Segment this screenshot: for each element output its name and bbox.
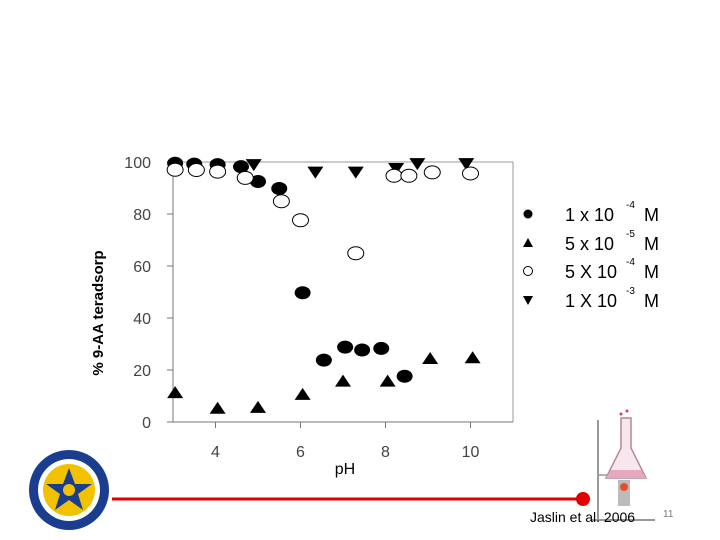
data-point [396,369,413,383]
data-point [347,246,365,261]
data-point [294,286,311,300]
legend-exponent: -3 [626,286,635,297]
data-point [373,341,390,355]
legend-entry-3: 5 X 10 -4 M [523,257,659,282]
legend-entry-2: 5 x 10 -5 M [523,229,659,254]
data-point [271,182,288,196]
legend-unit: M [644,291,659,311]
data-point [315,353,332,367]
legend-base: 1 X 10 [565,291,617,311]
legend-marker [523,296,533,305]
data-point [385,168,403,183]
data-point [166,162,184,177]
data-point [187,163,205,178]
data-point [337,340,354,354]
legend-entry-1: 1 x 10 -4 M [523,200,659,225]
series-3 [166,162,479,261]
x-tick-label: 8 [381,444,390,461]
data-point [292,213,309,228]
legend-exponent: -4 [626,200,635,211]
y-tick-label: 20 [133,363,151,380]
data-point [272,194,290,209]
data-point [250,400,266,413]
legend-entry-4: 1 X 10 -3 M [523,286,659,311]
data-point [347,166,364,179]
data-point [209,164,227,179]
series-4 [245,158,475,179]
legend: 1 x 10 -4 M 5 x 10 -5 M 5 X 10 -4 M 1 X 10 -3 M [523,200,659,311]
x-axis-label: pH [335,461,355,478]
data-point [354,343,371,357]
data-point [250,175,266,188]
legend-marker [523,209,533,219]
series-2 [167,351,481,414]
lab-flask-illustration [592,409,655,521]
y-tick-label: 0 [142,415,151,432]
data-point [167,386,184,399]
series-1 [167,156,413,383]
legend-unit: M [644,234,659,254]
x-tick-label: 10 [462,444,480,461]
data-point [458,158,475,171]
data-point [335,374,351,387]
data-point [209,401,226,414]
data-point [294,387,311,400]
y-axis-label: % 9-AA teradsorp [90,250,107,375]
data-point [236,170,254,185]
x-tick-label: 4 [211,444,220,461]
data-point [400,168,418,183]
data-point [422,352,439,365]
legend-unit: M [644,262,659,282]
legend-base: 5 X 10 [565,262,617,282]
data-point [409,158,426,171]
data-point [245,159,262,172]
y-tick-label: 80 [133,207,151,224]
page-number: 11 [663,509,674,520]
data-point [464,351,481,364]
legend-marker [523,238,533,247]
x-tick-label: 6 [296,444,305,461]
x-axis: 4 6 8 10 [173,421,513,461]
y-tick-label: 60 [133,259,151,276]
citation: Jaslin et al. 2006 [530,509,635,525]
data-markers [166,156,481,414]
footer-dot [576,492,590,506]
legend-base: 1 x 10 [565,205,614,225]
legend-marker [523,266,533,276]
data-point [307,166,324,179]
data-point [379,374,396,387]
scatter-plot: 0 20 40 60 80 100 4 6 8 10 [124,155,514,461]
y-tick-label: 100 [124,155,151,172]
legend-unit: M [644,205,659,225]
data-point [462,166,479,181]
y-axis: 0 20 40 60 80 100 [124,155,174,432]
data-point [233,160,249,174]
data-point [423,165,441,180]
legend-exponent: -5 [626,229,635,240]
legend-exponent: -4 [626,257,635,268]
legend-base: 5 x 10 [565,234,614,254]
y-tick-label: 40 [133,311,151,328]
university-logo [29,450,109,530]
